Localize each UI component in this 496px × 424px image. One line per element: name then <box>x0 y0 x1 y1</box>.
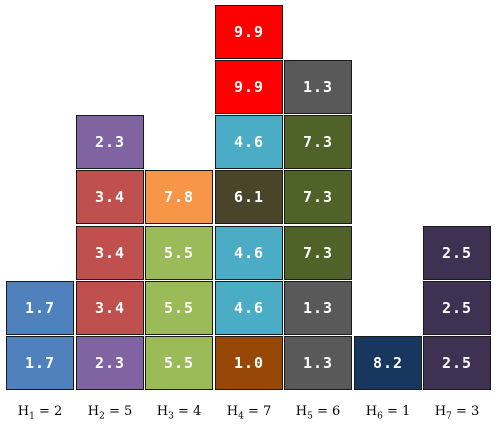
block-col5-row2: 1.3 <box>284 281 352 335</box>
label-variable: H <box>434 404 447 419</box>
block-col1-row2: 1.7 <box>6 281 74 335</box>
column-height-label-7: H7 = 3 <box>421 404 493 422</box>
block-col4-row2: 4.6 <box>215 281 283 335</box>
block-col6-row1: 8.2 <box>354 336 422 390</box>
label-equation: = 6 <box>312 404 341 419</box>
column-height-label-2: H2 = 5 <box>74 404 146 422</box>
block-col7-row1: 2.5 <box>423 336 491 390</box>
block-col4-row7: 9.9 <box>215 5 283 59</box>
block-col3-row4: 7.8 <box>145 170 213 224</box>
label-equation: = 7 <box>243 404 272 419</box>
block-col3-row3: 5.5 <box>145 226 213 280</box>
block-col5-row4: 7.3 <box>284 170 352 224</box>
block-col3-row1: 5.5 <box>145 336 213 390</box>
block-col2-row4: 3.4 <box>76 170 144 224</box>
label-variable: H <box>226 404 239 419</box>
column-height-label-4: H4 = 7 <box>213 404 285 422</box>
block-col1-row1: 1.7 <box>6 336 74 390</box>
block-col2-row5: 2.3 <box>76 115 144 169</box>
block-col2-row3: 3.4 <box>76 226 144 280</box>
label-variable: H <box>295 404 308 419</box>
label-equation: = 2 <box>34 404 63 419</box>
block-col4-row5: 4.6 <box>215 115 283 169</box>
block-col3-row2: 5.5 <box>145 281 213 335</box>
label-equation: = 3 <box>451 404 480 419</box>
block-col5-row1: 1.3 <box>284 336 352 390</box>
block-col7-row3: 2.5 <box>423 226 491 280</box>
label-variable: H <box>156 404 169 419</box>
column-height-label-1: H1 = 2 <box>4 404 76 422</box>
label-subscript: 5 <box>307 411 313 422</box>
block-col4-row6: 9.9 <box>215 60 283 114</box>
column-height-label-3: H3 = 4 <box>143 404 215 422</box>
label-subscript: 6 <box>377 411 383 422</box>
label-variable: H <box>87 404 100 419</box>
label-subscript: 1 <box>29 411 35 422</box>
block-col4-row4: 6.1 <box>215 170 283 224</box>
label-equation: = 4 <box>173 404 202 419</box>
label-subscript: 4 <box>238 411 244 422</box>
block-col5-row3: 7.3 <box>284 226 352 280</box>
column-height-label-5: H5 = 6 <box>282 404 354 422</box>
block-col2-row2: 3.4 <box>76 281 144 335</box>
block-col4-row1: 1.0 <box>215 336 283 390</box>
label-subscript: 2 <box>99 411 105 422</box>
column-height-label-6: H6 = 1 <box>352 404 424 422</box>
label-variable: H <box>365 404 378 419</box>
block-col5-row5: 7.3 <box>284 115 352 169</box>
block-col2-row1: 2.3 <box>76 336 144 390</box>
label-equation: = 5 <box>104 404 133 419</box>
block-col5-row6: 1.3 <box>284 60 352 114</box>
label-variable: H <box>17 404 30 419</box>
label-subscript: 3 <box>168 411 174 422</box>
block-col4-row3: 4.6 <box>215 226 283 280</box>
label-subscript: 7 <box>446 411 452 422</box>
block-col7-row2: 2.5 <box>423 281 491 335</box>
label-equation: = 1 <box>382 404 411 419</box>
